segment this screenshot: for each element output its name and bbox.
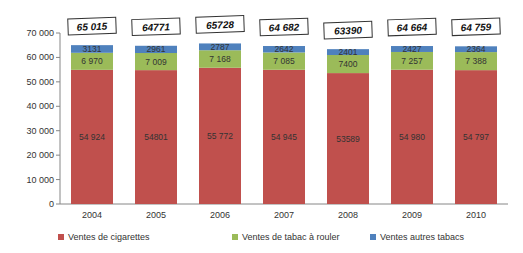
y-tick (56, 204, 60, 205)
y-tick-label: 50 000 (26, 77, 54, 87)
total-box: 64 664 (388, 18, 437, 36)
total-box: 65728 (196, 16, 245, 34)
legend-swatch (370, 234, 376, 240)
data-label: 3131 (83, 44, 102, 54)
bar-segment (455, 70, 497, 204)
bar-segment (391, 70, 433, 204)
bar-segment (71, 70, 113, 204)
data-label: 7 388 (465, 56, 487, 66)
data-label: 2787 (211, 42, 230, 52)
y-tick-label: 30 000 (26, 126, 54, 136)
labels: 54 924 6 970 3131 65 015 54801 7 009 2961 64771… (68, 16, 501, 144)
y-tick (56, 33, 60, 34)
data-label: 2364 (467, 44, 486, 54)
bar-segment (391, 52, 433, 70)
total-frame (132, 18, 181, 36)
y-tick (56, 179, 60, 180)
data-label: 54 797 (463, 132, 489, 142)
y-tick (56, 81, 60, 82)
legend-swatch (232, 234, 238, 240)
chart: 0 10 000 20 000 30 000 40 000 50 000 60 000 70 … (0, 0, 523, 253)
y-tick-label: 60 000 (26, 52, 54, 62)
x-tick-label: 2010 (466, 210, 486, 220)
y-tick-label: 0 (49, 199, 54, 209)
total-box: 64 759 (452, 18, 501, 36)
data-label: 2427 (403, 44, 422, 54)
total-label: 64 759 (461, 21, 492, 33)
total-frame (452, 18, 501, 36)
data-label: 2642 (275, 44, 294, 54)
y-tick (56, 155, 60, 156)
total-label: 63390 (334, 25, 363, 37)
data-label: 7 168 (209, 54, 231, 64)
bar-segment (135, 70, 177, 204)
total-frame (324, 21, 373, 39)
data-label: 7400 (339, 59, 358, 69)
total-label: 65728 (206, 19, 235, 31)
data-label: 2961 (147, 44, 166, 54)
bar-segment (327, 55, 369, 73)
y-tick (56, 130, 60, 131)
bar-segment (199, 50, 241, 68)
total-box: 65 015 (68, 17, 117, 35)
legend: Ventes de cigarettes Ventes de tabac à ro… (58, 232, 465, 242)
x-tick-label: 2005 (146, 210, 166, 220)
total-label: 65 015 (77, 21, 108, 33)
total-frame (260, 18, 309, 36)
data-label: 7 257 (401, 56, 423, 66)
y-tick-label: 70 000 (26, 28, 54, 38)
data-label: 54801 (144, 132, 168, 142)
data-label: 55 772 (207, 131, 233, 141)
total-box: 64771 (132, 18, 181, 36)
bar-segment (199, 68, 241, 204)
x-tick-label: 2007 (274, 210, 294, 220)
bar-segment (455, 52, 497, 70)
data-label: 7 009 (145, 57, 167, 67)
total-frame (388, 18, 437, 36)
bar-segment (327, 73, 369, 204)
legend-label: Ventes autres tabacs (380, 232, 465, 242)
data-label: 54 924 (79, 132, 105, 142)
total-label: 64771 (142, 21, 171, 33)
data-label: 54 980 (399, 132, 425, 142)
data-label: 6 970 (81, 56, 103, 66)
data-label: 7 085 (273, 56, 295, 66)
bar-segment (263, 70, 305, 204)
total-frame (196, 16, 245, 34)
legend-label: Ventes de cigarettes (68, 232, 150, 242)
bar-segment (263, 52, 305, 69)
y-tick (56, 57, 60, 58)
y-tick-label: 20 000 (26, 150, 54, 160)
bars (71, 43, 497, 204)
y-tick-label: 10 000 (26, 175, 54, 185)
y-axis (60, 33, 61, 204)
bar-segment (135, 53, 177, 70)
legend-label: Ventes de tabac à rouler (242, 232, 340, 242)
total-box: 63390 (324, 21, 373, 39)
data-label: 54 945 (271, 132, 297, 142)
data-label: 2401 (339, 47, 358, 57)
y-tick-label: 40 000 (26, 101, 54, 111)
total-frame (68, 17, 117, 35)
x-tick-label: 2009 (402, 210, 422, 220)
data-label: 53589 (336, 134, 360, 144)
y-tick (56, 106, 60, 107)
x-tick-label: 2004 (82, 210, 102, 220)
total-box: 64 682 (260, 18, 309, 36)
legend-swatch (58, 234, 64, 240)
x-tick-label: 2008 (338, 210, 358, 220)
bar-segment (71, 53, 113, 70)
x-tick-label: 2006 (210, 210, 230, 220)
total-label: 64 664 (397, 21, 428, 33)
total-label: 64 682 (269, 21, 300, 33)
